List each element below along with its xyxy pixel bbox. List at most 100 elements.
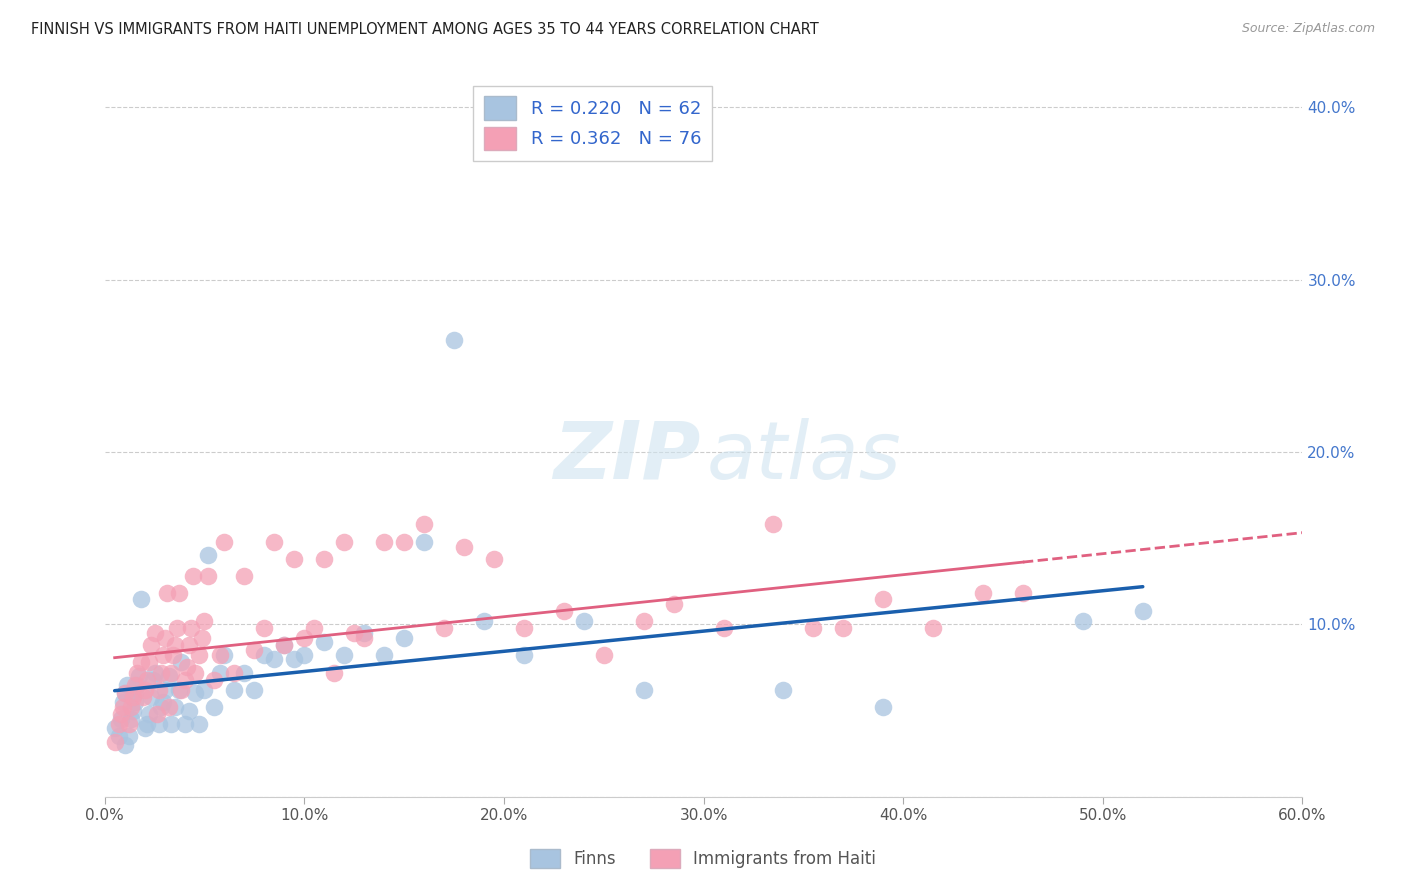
Point (209, 665, 232, 680)
Point (152, 695, 174, 709)
Legend: Finns, Immigrants from Haiti: Finns, Immigrants from Haiti (523, 842, 883, 875)
Point (139, 690, 162, 704)
Point (138, 706, 160, 721)
Point (413, 534, 436, 549)
Point (114, 686, 136, 700)
Point (110, 706, 132, 721)
Point (592, 648, 614, 663)
Point (443, 333, 465, 347)
Point (155, 586, 177, 600)
Point (392, 534, 415, 549)
Point (153, 631, 176, 645)
Point (209, 648, 232, 663)
Point (117, 717, 139, 731)
Point (353, 626, 375, 640)
Legend: R = 0.220   N = 62, R = 0.362   N = 76: R = 0.220 N = 62, R = 0.362 N = 76 (472, 86, 713, 161)
Point (193, 682, 215, 697)
Point (283, 552, 305, 566)
Point (135, 673, 157, 687)
Point (157, 669, 180, 683)
Point (169, 682, 191, 697)
Point (292, 631, 315, 645)
Point (633, 682, 655, 697)
Point (177, 638, 200, 652)
Point (120, 700, 142, 714)
Point (124, 678, 146, 692)
Point (233, 665, 256, 680)
Point (572, 614, 595, 628)
Point (152, 648, 174, 663)
Point (633, 614, 655, 628)
Point (197, 569, 219, 583)
Point (1132, 604, 1154, 618)
Text: FINNISH VS IMMIGRANTS FROM HAITI UNEMPLOYMENT AMONG AGES 35 TO 44 YEARS CORRELAT: FINNISH VS IMMIGRANTS FROM HAITI UNEMPLO… (31, 22, 818, 37)
Point (157, 700, 180, 714)
Point (197, 549, 219, 563)
Point (803, 621, 825, 635)
Point (111, 700, 134, 714)
Point (143, 665, 166, 680)
Point (224, 682, 246, 697)
Point (114, 686, 136, 700)
Point (204, 700, 226, 714)
Point (513, 648, 536, 663)
Point (214, 648, 236, 663)
Point (187, 648, 209, 663)
Point (148, 682, 170, 697)
Point (392, 631, 415, 645)
Point (872, 591, 894, 606)
Point (125, 678, 148, 692)
Point (263, 652, 285, 666)
Point (173, 717, 195, 731)
Point (148, 717, 170, 731)
Point (124, 695, 146, 709)
Point (180, 621, 202, 635)
Point (1071, 614, 1094, 628)
Point (111, 695, 134, 709)
Point (243, 643, 266, 657)
Point (214, 534, 236, 549)
Point (173, 673, 195, 687)
Point (107, 717, 129, 731)
Point (107, 730, 129, 744)
Point (114, 738, 136, 752)
Point (153, 682, 176, 697)
Point (149, 665, 172, 680)
Point (1012, 586, 1035, 600)
Point (314, 634, 336, 648)
Point (373, 534, 395, 549)
Point (922, 621, 945, 635)
Text: atlas: atlas (707, 417, 901, 496)
Point (166, 621, 188, 635)
Point (104, 734, 127, 748)
Point (433, 621, 456, 635)
Point (772, 682, 794, 697)
Point (453, 540, 475, 554)
Point (134, 682, 156, 697)
Point (115, 678, 138, 692)
Point (273, 638, 295, 652)
Point (224, 665, 246, 680)
Point (117, 730, 139, 744)
Point (832, 621, 855, 635)
Point (304, 621, 326, 635)
Point (343, 626, 366, 640)
Point (513, 621, 536, 635)
Point (353, 631, 375, 645)
Point (333, 648, 356, 663)
Point (292, 648, 315, 663)
Point (204, 673, 226, 687)
Point (163, 700, 186, 714)
Point (314, 552, 336, 566)
Point (167, 586, 190, 600)
Point (129, 591, 152, 606)
Point (120, 712, 142, 726)
Point (193, 614, 215, 628)
Point (253, 621, 276, 635)
Point (972, 586, 994, 600)
Point (187, 717, 209, 731)
Point (128, 669, 150, 683)
Point (553, 604, 575, 618)
Point (181, 569, 204, 583)
Point (482, 552, 505, 566)
